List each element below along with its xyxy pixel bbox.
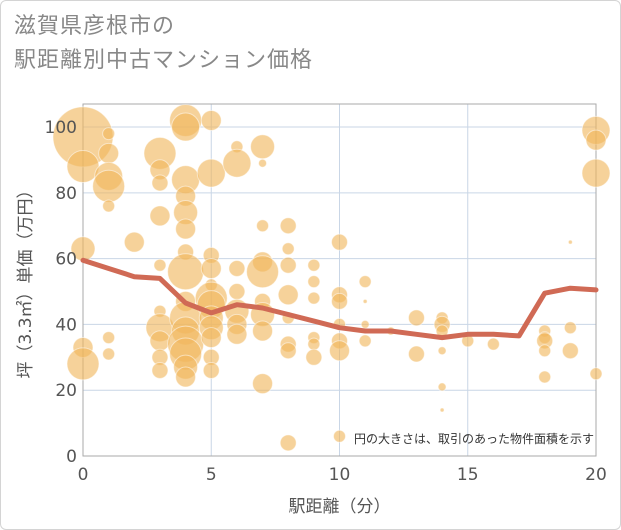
data-point: [256, 219, 270, 233]
data-point: [486, 337, 500, 351]
data-point: [252, 373, 274, 395]
data-point: [307, 291, 321, 305]
data-point: [149, 330, 171, 352]
data-point: [358, 334, 372, 348]
data-point: [175, 366, 197, 388]
data-point: [200, 109, 222, 131]
data-point: [538, 344, 552, 358]
data-point: [585, 129, 607, 151]
data-point: [200, 257, 222, 279]
data-point: [92, 169, 126, 203]
data-point: [222, 148, 252, 178]
x-tick-label: 10: [329, 465, 351, 485]
data-point: [329, 340, 350, 362]
y-tick-label: 60: [55, 250, 77, 270]
x-tick-label: 5: [206, 465, 217, 485]
y-tick-label: 20: [55, 381, 77, 401]
chart-title-line-2: 駅距離別中古マンション価格: [14, 48, 314, 73]
data-point: [437, 382, 447, 392]
data-point: [581, 158, 611, 188]
x-tick-label: 15: [457, 465, 479, 485]
data-point: [98, 142, 120, 164]
trend-line: [80, 257, 599, 341]
data-point: [202, 361, 220, 379]
data-point: [360, 319, 370, 329]
data-point: [538, 370, 552, 384]
data-point: [439, 407, 445, 413]
data-point: [196, 158, 226, 188]
data-point: [66, 347, 100, 381]
plot-area: [82, 103, 597, 457]
data-point: [277, 284, 299, 306]
data-point: [281, 242, 295, 256]
data-point: [362, 298, 368, 304]
data-point: [102, 127, 116, 141]
x-axis-label: 駅距離（分）: [289, 497, 391, 517]
bubble-series: [52, 103, 611, 452]
x-axis-ticks: 0 5 10 15 20: [78, 465, 607, 485]
y-axis-ticks: 0 20 40 60 80 100: [45, 118, 77, 467]
data-point: [331, 292, 348, 310]
data-point: [305, 348, 323, 366]
data-point: [279, 342, 297, 360]
data-point: [407, 309, 425, 327]
data-point: [307, 258, 321, 272]
data-point: [333, 429, 346, 443]
data-point: [149, 205, 171, 227]
data-point: [279, 256, 297, 274]
data-point: [102, 331, 116, 345]
data-point: [228, 259, 246, 277]
data-point: [279, 434, 297, 452]
x-tick-label: 20: [585, 465, 607, 485]
data-point: [407, 345, 425, 363]
data-point: [102, 347, 116, 361]
data-point: [200, 327, 222, 349]
data-point: [358, 275, 372, 289]
data-point: [153, 258, 167, 272]
y-tick-label: 40: [55, 315, 77, 335]
data-point: [252, 320, 274, 342]
x-tick-label: 0: [78, 465, 89, 485]
chart-title-line-1: 滋賀県彦根市の: [14, 14, 176, 39]
data-point: [307, 337, 321, 351]
data-point: [151, 174, 169, 192]
size-annotation: 円の大きさは、取引のあった物件面積を示す: [354, 431, 594, 446]
data-point: [228, 283, 246, 301]
data-point: [561, 342, 579, 360]
data-point: [250, 134, 276, 160]
data-point: [279, 217, 297, 235]
y-axis-label: 坪（3.3㎡）単価（万円）: [16, 181, 36, 378]
data-point: [175, 218, 197, 240]
chart-title: 滋賀県彦根市の 駅距離別中古マンション価格: [14, 10, 313, 78]
data-point: [171, 112, 201, 142]
data-point: [437, 346, 447, 356]
data-point: [123, 231, 145, 253]
data-point: [331, 233, 348, 251]
data-point: [258, 158, 268, 168]
data-point: [102, 199, 116, 213]
y-tick-label: 0: [66, 447, 77, 467]
data-point: [563, 321, 577, 335]
data-point: [307, 275, 321, 289]
y-tick-label: 80: [55, 184, 77, 204]
data-point: [589, 367, 603, 381]
data-point: [151, 361, 169, 379]
data-point: [226, 323, 248, 345]
y-tick-label: 100: [45, 118, 77, 138]
data-point: [246, 255, 280, 289]
data-point: [66, 150, 100, 184]
data-point: [167, 253, 205, 291]
data-point: [567, 239, 573, 245]
